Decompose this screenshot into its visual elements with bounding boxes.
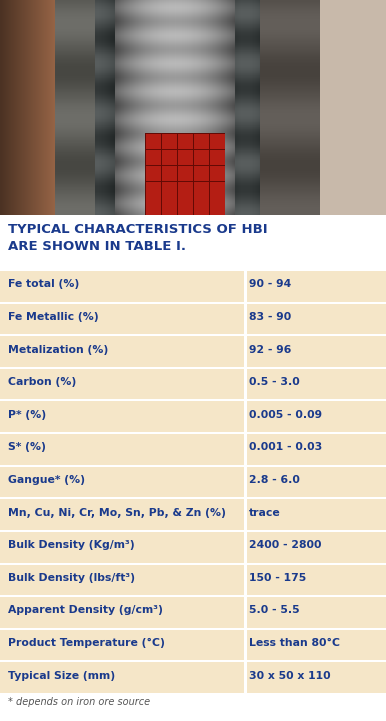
Text: Typical Size (mm): Typical Size (mm) [8,671,115,681]
Bar [0,271,386,301]
Bar [0,532,386,562]
Text: Gangue* (%): Gangue* (%) [8,475,85,485]
Bar [244,369,247,399]
Bar [0,597,386,628]
Text: 92 - 96: 92 - 96 [249,345,291,355]
Bar [244,500,247,530]
Text: S* (%): S* (%) [8,443,46,452]
Bar [0,629,386,660]
Bar [244,271,247,301]
Bar [244,336,247,367]
Text: 0.005 - 0.09: 0.005 - 0.09 [249,410,322,420]
Bar [0,663,386,693]
Bar [244,304,247,335]
Text: Metalization (%): Metalization (%) [8,345,108,355]
Bar [244,434,247,465]
Text: P* (%): P* (%) [8,410,46,420]
Text: 2400 - 2800: 2400 - 2800 [249,540,322,550]
Bar [244,663,247,693]
Text: Apparent Density (g/cm³): Apparent Density (g/cm³) [8,606,163,616]
Bar [0,434,386,465]
Text: Less than 80°C: Less than 80°C [249,638,340,648]
Text: 90 - 94: 90 - 94 [249,279,291,289]
Bar [244,565,247,595]
Text: Carbon (%): Carbon (%) [8,377,76,387]
Bar [244,629,247,660]
Text: Fe Metallic (%): Fe Metallic (%) [8,312,99,322]
Text: 83 - 90: 83 - 90 [249,312,291,322]
Text: 30 x 50 x 110: 30 x 50 x 110 [249,671,331,681]
Bar [0,304,386,335]
Bar [0,402,386,432]
Text: 2.8 - 6.0: 2.8 - 6.0 [249,475,300,485]
Bar [0,565,386,595]
Text: TYPICAL CHARACTERISTICS OF HBI
ARE SHOWN IN TABLE I.: TYPICAL CHARACTERISTICS OF HBI ARE SHOWN… [8,223,267,252]
Bar [0,369,386,399]
Bar [244,532,247,562]
Bar [244,466,247,497]
Text: Fe total (%): Fe total (%) [8,279,79,289]
Text: 0.001 - 0.03: 0.001 - 0.03 [249,443,322,452]
Text: 0.5 - 3.0: 0.5 - 3.0 [249,377,300,387]
Text: 150 - 175: 150 - 175 [249,573,306,583]
Bar [0,466,386,497]
Text: Mn, Cu, Ni, Cr, Mo, Sn, Pb, & Zn (%): Mn, Cu, Ni, Cr, Mo, Sn, Pb, & Zn (%) [8,508,226,518]
Bar [244,597,247,628]
Text: Bulk Density (lbs/ft³): Bulk Density (lbs/ft³) [8,573,135,583]
Bar [0,500,386,530]
Text: Product Temperature (°C): Product Temperature (°C) [8,638,165,648]
Bar [244,402,247,432]
Text: Bulk Density (Kg/m³): Bulk Density (Kg/m³) [8,540,135,550]
Text: trace: trace [249,508,281,518]
Text: * depends on iron ore source: * depends on iron ore source [8,697,150,707]
Bar [0,336,386,367]
Text: 5.0 - 5.5: 5.0 - 5.5 [249,606,300,616]
